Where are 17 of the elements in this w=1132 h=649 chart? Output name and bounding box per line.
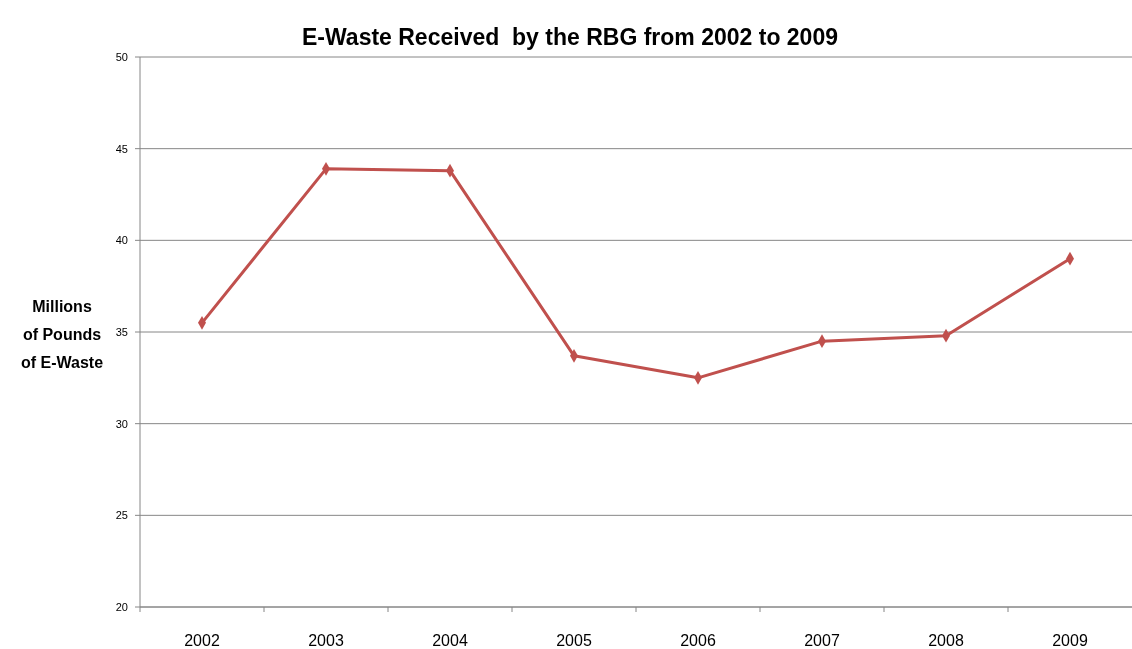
x-tick-label: 2007: [804, 632, 840, 649]
y-tick-label: 45: [115, 142, 128, 155]
x-tick-label: 2006: [680, 632, 716, 649]
x-tick-label: 2009: [1052, 632, 1088, 649]
y-tick-label: 50: [115, 50, 128, 63]
x-tick-label: 2003: [308, 632, 344, 649]
chart-title: E-Waste Received by the RBG from 2002 to 2009: [301, 24, 839, 50]
x-tick-label: 2005: [556, 632, 592, 649]
x-tick-label: 2002: [184, 632, 220, 649]
y-tick-label: 35: [115, 325, 128, 338]
y-axis-title: Millions of Pounds of E-Waste: [20, 298, 104, 371]
y-tick-label: 40: [115, 234, 128, 247]
y-tick-label: 20: [115, 600, 128, 613]
x-tick-label: 2008: [928, 632, 964, 649]
y-tick-label: 25: [115, 509, 128, 522]
x-tick-label: 2004: [432, 632, 468, 649]
y-tick-label: 30: [115, 417, 128, 430]
